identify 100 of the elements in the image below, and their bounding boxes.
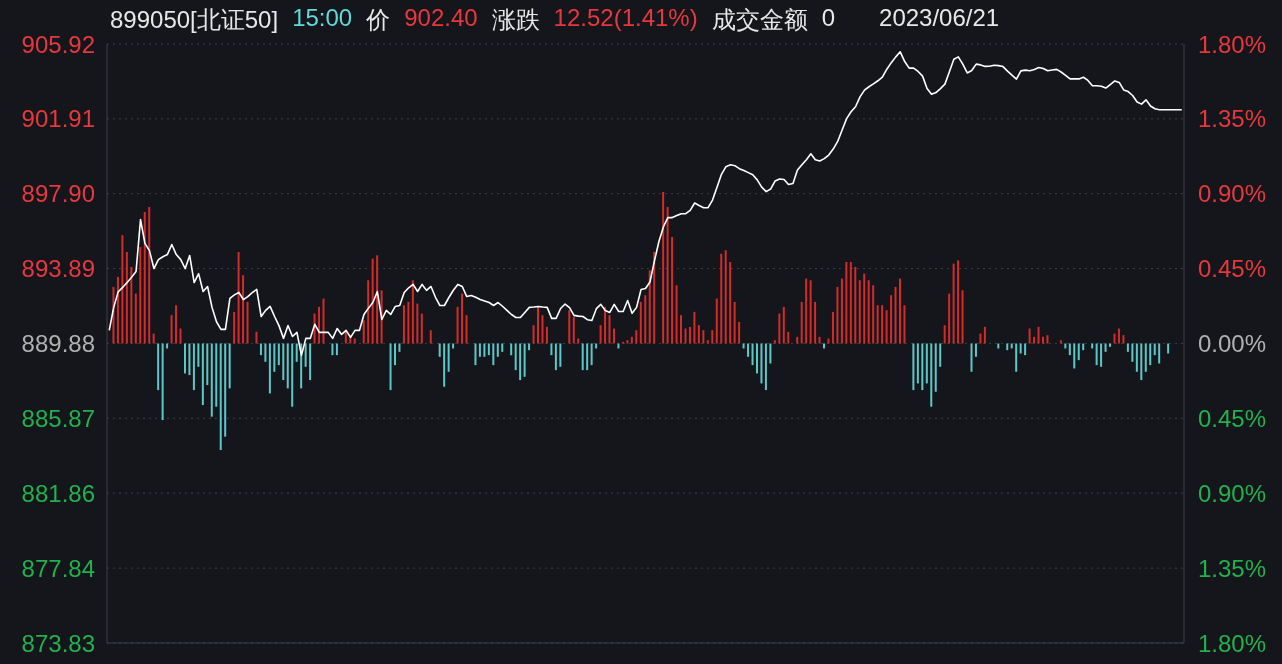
bar xyxy=(1113,333,1116,344)
bar xyxy=(157,343,160,391)
bar xyxy=(322,298,325,344)
bar xyxy=(733,301,736,344)
bar xyxy=(662,192,665,344)
bar xyxy=(849,261,852,344)
bar xyxy=(528,343,531,351)
bar xyxy=(487,343,490,356)
y2-tick-label: 0.90% xyxy=(1198,479,1267,507)
y2-tick-label: 0.00% xyxy=(1198,330,1267,357)
bar xyxy=(764,343,767,391)
bar xyxy=(684,328,687,344)
bar xyxy=(219,343,222,450)
bar xyxy=(979,333,982,344)
bar xyxy=(934,343,937,392)
bar xyxy=(644,295,647,344)
bar xyxy=(876,305,879,344)
bar xyxy=(818,336,821,344)
bar xyxy=(1126,343,1129,352)
bar xyxy=(125,251,128,344)
bar xyxy=(201,343,204,406)
bar xyxy=(335,343,338,356)
bar xyxy=(318,306,321,344)
bar xyxy=(130,266,133,344)
bar xyxy=(648,270,651,344)
bar xyxy=(983,326,986,344)
bar xyxy=(1167,343,1170,354)
bar xyxy=(1117,328,1120,344)
bar xyxy=(255,331,258,344)
bar xyxy=(782,306,785,344)
bar xyxy=(630,336,633,344)
bar xyxy=(483,343,486,357)
bar xyxy=(474,343,477,366)
bar xyxy=(420,313,423,344)
bar xyxy=(554,343,557,371)
bar xyxy=(1024,343,1027,356)
bar xyxy=(402,305,405,344)
bar xyxy=(1104,343,1107,352)
bar xyxy=(242,275,245,344)
bar xyxy=(175,305,178,344)
bar xyxy=(206,343,209,386)
text: 成交金额 xyxy=(711,5,808,35)
bar xyxy=(827,338,830,344)
bar xyxy=(747,343,750,357)
bar xyxy=(809,280,812,344)
bar xyxy=(787,331,790,344)
bar xyxy=(407,301,410,344)
bar xyxy=(1144,343,1147,372)
bar xyxy=(1015,343,1018,372)
text: 15:00 xyxy=(292,4,353,33)
bar xyxy=(921,343,924,391)
bar xyxy=(429,330,432,344)
bar xyxy=(845,261,848,344)
bar xyxy=(210,343,213,417)
bar xyxy=(1042,336,1044,344)
bar xyxy=(367,280,370,344)
bar xyxy=(858,280,861,344)
bar xyxy=(1149,343,1152,366)
bar xyxy=(456,306,459,344)
bar xyxy=(228,343,231,389)
bar xyxy=(183,343,186,374)
bar xyxy=(1068,343,1071,356)
bar xyxy=(706,340,709,344)
bar xyxy=(872,285,875,344)
bar xyxy=(411,280,414,344)
bar xyxy=(1037,326,1040,344)
bar xyxy=(197,343,200,367)
bar xyxy=(443,343,446,387)
bar xyxy=(545,326,548,344)
bar xyxy=(139,246,142,344)
bar xyxy=(903,305,906,344)
bar xyxy=(1006,343,1009,351)
bar xyxy=(394,343,397,366)
bar xyxy=(599,325,602,344)
bar xyxy=(416,303,419,344)
y-tick-label: 897.90 xyxy=(21,180,95,208)
text: 2023/06/21 xyxy=(879,4,1000,33)
y2-tick-label: 1.35% xyxy=(1198,105,1267,133)
bar xyxy=(1100,343,1103,367)
bar xyxy=(447,343,450,372)
y-tick-label: 885.87 xyxy=(21,404,95,432)
bar xyxy=(152,333,155,344)
bar xyxy=(715,298,718,344)
bar xyxy=(729,261,732,344)
bar xyxy=(800,301,803,344)
bar xyxy=(268,343,271,394)
bar xyxy=(693,311,696,344)
bar xyxy=(755,343,758,374)
bar xyxy=(751,343,754,366)
bar xyxy=(510,343,513,356)
bar xyxy=(215,343,218,407)
bar xyxy=(1095,343,1098,366)
bar xyxy=(805,278,808,344)
text: 902.40 xyxy=(404,4,478,33)
bar xyxy=(304,343,307,367)
bar xyxy=(264,343,267,362)
bar xyxy=(550,343,553,356)
bar xyxy=(568,310,571,344)
bar xyxy=(688,326,691,344)
y-tick-label: 901.91 xyxy=(21,105,95,133)
